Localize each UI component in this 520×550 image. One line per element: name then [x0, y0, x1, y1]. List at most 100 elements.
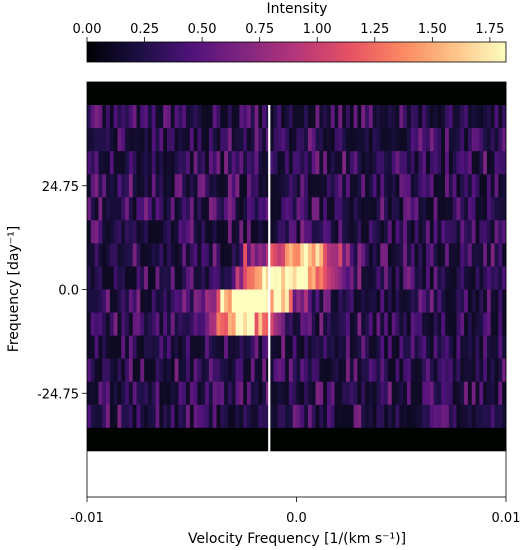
heatmap-cell [243, 427, 248, 452]
heatmap-cell [174, 335, 179, 360]
heatmap-cell [106, 151, 111, 175]
x-axis: -0.01 0.0 0.01 [70, 497, 520, 526]
heatmap-cell [106, 404, 111, 429]
heatmap-cell [113, 312, 118, 337]
heatmap-cell [437, 243, 442, 267]
heatmap-cell [269, 289, 275, 313]
heatmap-cell [250, 197, 255, 221]
heatmap-cell [346, 220, 351, 244]
heatmap-cell [277, 174, 282, 198]
heatmap-cell [208, 220, 214, 244]
heatmap-cell [182, 312, 187, 337]
heatmap-cell [426, 266, 431, 290]
heatmap-cell [445, 289, 450, 313]
heatmap-cell [414, 266, 419, 290]
heatmap-cell [277, 266, 282, 290]
heatmap-cell [399, 128, 404, 152]
heatmap-cell [437, 358, 442, 383]
heatmap-cell [189, 105, 195, 129]
heatmap-cell [498, 427, 503, 452]
heatmap-cell [403, 243, 408, 267]
heatmap-cell [330, 243, 335, 267]
heatmap-cell [433, 381, 438, 406]
heatmap-cell [464, 151, 469, 175]
heatmap-cell [467, 358, 473, 383]
heatmap-cell [132, 335, 137, 360]
heatmap-cell [125, 427, 130, 452]
heatmap-cell [125, 404, 130, 429]
heatmap-cell [349, 82, 355, 106]
heatmap-cell [155, 381, 160, 406]
heatmap-cell [182, 427, 187, 452]
heatmap-cell [361, 312, 366, 337]
heatmap-cell [186, 174, 191, 198]
heatmap-cell [151, 312, 156, 337]
heatmap-cell [235, 243, 240, 267]
heatmap-cell [98, 266, 103, 290]
heatmap-cell [288, 128, 294, 152]
heatmap-cell [323, 358, 328, 383]
heatmap-cell [304, 197, 309, 221]
heatmap-cell [490, 82, 495, 106]
heatmap-cell [330, 266, 335, 290]
heatmap-cell [319, 82, 324, 106]
heatmap-cell [273, 289, 278, 313]
heatmap-cell [205, 151, 210, 175]
heatmap-cell [315, 243, 320, 267]
heatmap-cell [117, 312, 122, 337]
heatmap-cell [231, 381, 236, 406]
heatmap-cell [380, 312, 385, 337]
heatmap-cell [342, 427, 347, 452]
heatmap-cell [254, 358, 259, 383]
heatmap-cell [246, 404, 252, 429]
heatmap-cell [166, 289, 172, 313]
heatmap-cell [254, 427, 259, 452]
heatmap-cell [285, 358, 290, 383]
heatmap-cell [231, 289, 236, 313]
heatmap-cell [178, 82, 183, 106]
heatmap-cell [121, 82, 126, 106]
heatmap-cell [189, 381, 195, 406]
heatmap-cell [426, 197, 431, 221]
heatmap-cell [342, 128, 347, 152]
heatmap-cell [269, 404, 275, 429]
heatmap-cell [387, 151, 393, 175]
heatmap-cell [479, 289, 484, 313]
heatmap-cell [361, 105, 366, 129]
heatmap-cell [170, 220, 176, 244]
heatmap-cell [193, 289, 198, 313]
heatmap-cell [128, 82, 134, 106]
heatmap-cell [201, 220, 206, 244]
heatmap-cell [189, 312, 195, 337]
heatmap-cell [254, 266, 259, 290]
heatmap-cell [395, 82, 400, 106]
heatmap-cell [186, 220, 191, 244]
heatmap-cell [163, 243, 168, 267]
heatmap-cell [323, 220, 328, 244]
heatmap-cell [334, 404, 339, 429]
heatmap-cell [239, 151, 244, 175]
heatmap-cell [365, 174, 370, 198]
heatmap-cell [182, 266, 187, 290]
heatmap-cell [212, 381, 217, 406]
heatmap-cell [498, 220, 503, 244]
heatmap-cell [429, 312, 435, 337]
heatmap-cell [460, 404, 465, 429]
heatmap-cell [273, 381, 278, 406]
heatmap-cell [342, 335, 347, 360]
heatmap-cell [262, 105, 267, 129]
heatmap-cell [365, 312, 370, 337]
heatmap-cell [132, 404, 137, 429]
heatmap-cell [90, 427, 96, 452]
heatmap-cell [300, 243, 305, 267]
heatmap-cell [178, 381, 183, 406]
heatmap-cell [384, 82, 389, 106]
heatmap-cell [338, 174, 343, 198]
heatmap-cell [490, 128, 495, 152]
heatmap-cell [426, 151, 431, 175]
heatmap-cell [136, 220, 141, 244]
heatmap-cell [399, 151, 404, 175]
heatmap-cell [132, 266, 137, 290]
heatmap-cell [254, 82, 259, 106]
heatmap-cell [479, 381, 484, 406]
